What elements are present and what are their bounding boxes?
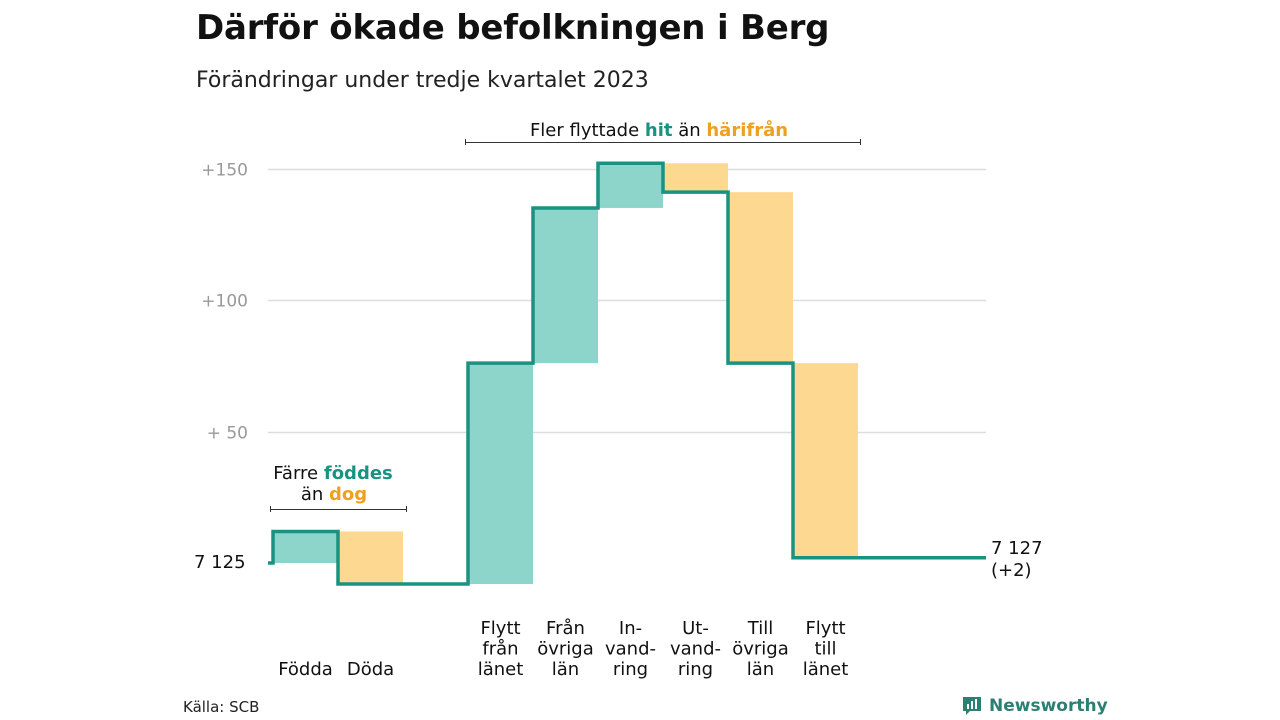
y-axis-ticks: + 50 +100 +150	[201, 161, 248, 444]
bar-1	[338, 531, 403, 585]
end-change-label: (+2)	[991, 560, 1032, 581]
brand-name: Newsworthy	[989, 696, 1108, 716]
page-title: Därför ökade befolkningen i Berg	[196, 8, 830, 48]
category-label-4: In-vand-ring	[605, 618, 656, 680]
bar-5	[663, 163, 728, 193]
bar-4	[598, 163, 663, 208]
natural-change-annotation: Färre föddes än dog	[270, 463, 407, 512]
y-tick-label-2: +150	[201, 161, 248, 181]
annotation-natural-line2: än dog	[301, 484, 367, 505]
category-label-1: Döda	[347, 659, 394, 680]
bar-0	[273, 531, 338, 563]
bar-2	[468, 363, 533, 585]
running-total-path	[268, 161, 986, 586]
annotation-migration-bracket	[465, 139, 861, 145]
brand-logo: Newsworthy	[961, 693, 1108, 719]
category-label-6: Till övriga län	[732, 618, 789, 680]
category-label-0: Födda	[278, 659, 333, 680]
running-total-line	[268, 161, 986, 586]
category-labels: Födda Döda Flytt från länet Från övriga länIn-v…	[278, 618, 848, 680]
annotation-migration-text: Fler flyttade hit än härifrån	[530, 119, 788, 141]
start-value-label: 7 125	[194, 552, 246, 573]
bar-3	[533, 207, 598, 364]
category-label-3: Från övriga län	[537, 618, 594, 680]
y-tick-label-1: +100	[201, 292, 248, 312]
grid-lines	[268, 168, 986, 434]
category-label-5: Ut-vand-ring	[670, 618, 721, 680]
bars	[273, 163, 858, 585]
page-subtitle: Förändringar under tredje kvartalet 2023	[196, 68, 649, 93]
end-value-label: 7 127	[991, 538, 1043, 559]
source-note: Källa: SCB	[183, 698, 260, 716]
category-label-7: Flytt till länet	[803, 618, 849, 680]
annotation-natural-line1: Färre föddes	[273, 463, 393, 484]
bar-6	[728, 192, 793, 364]
migration-annotation: Fler flyttade hit än härifrån	[465, 119, 861, 145]
newsworthy-logo-icon	[963, 697, 981, 715]
y-tick-label-0: + 50	[207, 424, 248, 444]
bar-7	[793, 363, 858, 558]
category-label-2: Flytt från länet	[478, 618, 524, 680]
annotation-natural-bracket	[270, 506, 407, 512]
